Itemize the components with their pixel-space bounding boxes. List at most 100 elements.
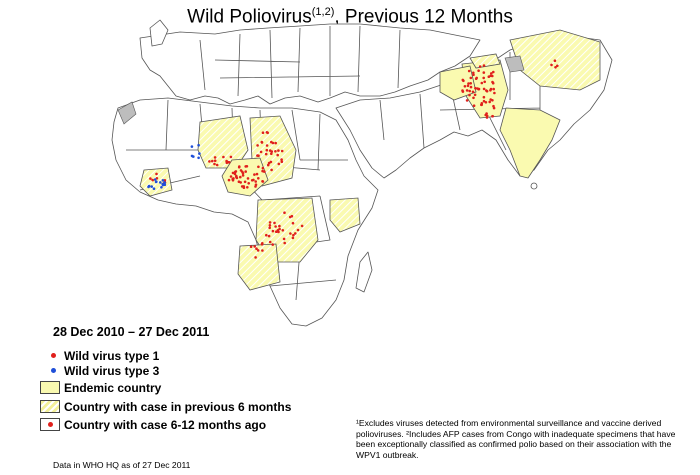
map-title: Wild Poliovirus(1,2), Previous 12 Months — [0, 6, 700, 28]
legend-previous-6-months-label: Country with case in previous 6 months — [64, 400, 292, 414]
case-dot-type1 — [465, 99, 469, 102]
case-dot-type1 — [283, 241, 287, 245]
case-dot-type1 — [242, 186, 246, 189]
case-dot-type1 — [270, 140, 273, 144]
country-angola — [237, 243, 281, 291]
legend-6-12-months-label: Country with case 6-12 months ago — [64, 418, 267, 432]
europe-borders — [199, 25, 401, 99]
case-dot-type1 — [276, 153, 280, 157]
case-dot-type1 — [485, 89, 489, 93]
case-dot-type1 — [274, 141, 278, 145]
case-dot-type1 — [489, 87, 493, 91]
case-dot-type1 — [300, 224, 304, 228]
country-tajikistan — [469, 53, 501, 69]
case-dot-type1 — [213, 159, 217, 162]
case-dot-type1 — [151, 178, 154, 182]
yellow-box-icon — [40, 381, 60, 394]
case-dot-type1 — [246, 177, 250, 180]
case-dot-type1 — [261, 131, 265, 134]
case-dot-type1 — [231, 171, 235, 175]
case-dot-type1 — [227, 178, 231, 182]
case-dot-type1 — [492, 70, 495, 74]
title-main: Wild Poliovirus — [187, 6, 312, 28]
case-dot-type1 — [273, 221, 276, 225]
case-dot-type1 — [256, 249, 260, 252]
case-dot-type1 — [471, 90, 475, 94]
type3-dots — [147, 143, 201, 190]
case-dot-type3 — [192, 155, 195, 158]
case-dot-type1 — [483, 80, 487, 84]
case-dot-type1 — [257, 177, 260, 180]
case-dot-type1 — [472, 104, 476, 107]
case-dot-type1 — [294, 232, 297, 235]
madagascar — [355, 251, 373, 293]
case-dot-type1 — [484, 113, 488, 117]
case-dot-type1 — [267, 234, 271, 238]
case-dot-type1 — [257, 165, 260, 169]
case-dot-type1 — [268, 240, 272, 244]
case-dot-type1 — [270, 152, 273, 155]
box-with-dot-icon — [40, 418, 60, 431]
case-dot-type1 — [472, 71, 475, 75]
case-dot-type1 — [246, 186, 249, 189]
case-dot-type1 — [489, 74, 493, 78]
case-dot-type3 — [197, 143, 200, 147]
case-dot-type1 — [467, 69, 471, 73]
case-dot-type3 — [198, 152, 201, 155]
title-superscript: (1,2) — [311, 6, 335, 18]
case-dot-type1 — [472, 73, 475, 76]
case-dot-type1 — [155, 172, 158, 176]
case-dot-type1 — [466, 84, 470, 88]
case-dot-type1 — [278, 224, 281, 228]
case-dot-type1 — [268, 226, 272, 230]
case-dot-type1 — [280, 149, 284, 153]
case-dot-type1 — [482, 71, 486, 74]
case-dot-type1 — [254, 183, 258, 186]
case-dot-type1 — [255, 247, 258, 250]
case-dot-type1 — [211, 159, 214, 163]
case-dot-type3 — [161, 179, 165, 182]
title-rest: , Previous 12 Months — [334, 6, 513, 28]
disputed-western-sahara — [117, 101, 137, 125]
case-dot-type1 — [260, 140, 264, 144]
case-dot-type1 — [268, 149, 272, 152]
case-dot-type1 — [463, 85, 467, 88]
case-dot-type1 — [215, 163, 219, 167]
case-dot-type1 — [492, 87, 496, 91]
case-dot-type1 — [256, 144, 259, 147]
case-dot-type1 — [296, 228, 300, 232]
blue-dot-icon — [51, 368, 56, 373]
case-dot-type1 — [482, 76, 486, 80]
inner-dot-icon — [48, 422, 53, 427]
case-dot-type1 — [488, 100, 492, 104]
case-dot-type1 — [244, 165, 247, 168]
case-dot-type1 — [478, 65, 482, 68]
footnote: ¹Excludes viruses detected from environm… — [356, 418, 676, 460]
case-dot-type1 — [232, 177, 235, 180]
europe-coast — [139, 23, 481, 105]
case-dot-type3 — [155, 180, 158, 183]
case-dot-type1 — [253, 173, 256, 176]
case-dot-type1 — [482, 99, 486, 103]
case-dot-type3 — [163, 183, 167, 186]
case-dot-type1 — [491, 114, 494, 118]
case-dot-type1 — [261, 166, 265, 170]
case-dot-type1 — [550, 63, 553, 67]
case-dot-type1 — [234, 170, 238, 173]
case-dot-type1 — [476, 87, 479, 90]
case-dot-type1 — [222, 155, 225, 159]
case-dot-type1 — [267, 161, 271, 165]
case-dot-type1 — [254, 180, 257, 183]
date-range: 28 Dec 2010 – 27 Dec 2011 — [53, 325, 210, 339]
case-dot-type1 — [239, 175, 242, 179]
case-dot-type3 — [190, 145, 194, 148]
case-dot-type1 — [244, 170, 247, 173]
case-dot-type1 — [268, 224, 272, 227]
case-dot-type1 — [485, 116, 489, 119]
legend-type1-label: Wild virus type 1 — [64, 349, 160, 363]
case-dot-type1 — [265, 233, 268, 237]
case-dot-type1 — [482, 87, 486, 91]
case-dot-type1 — [208, 160, 211, 163]
case-dot-type1 — [233, 172, 237, 176]
case-dot-type1 — [467, 82, 470, 85]
